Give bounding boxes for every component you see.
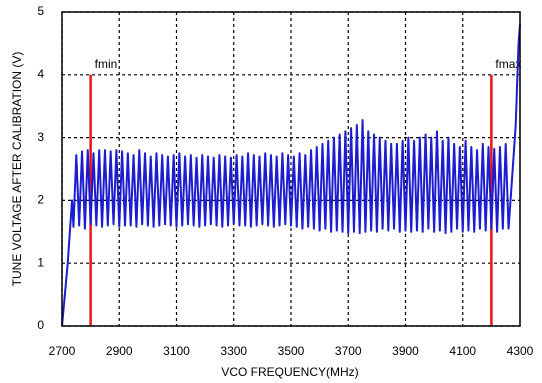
plot-frame (61, 11, 521, 327)
data-line (61, 24, 521, 327)
y-tick-label: 1 (37, 255, 44, 269)
x-tick-label: 3900 (392, 344, 419, 358)
x-tick-label: 2900 (106, 344, 133, 358)
x-tick-label: 3500 (278, 344, 305, 358)
x-tick-label: 3300 (220, 344, 247, 358)
x-tick-label: 4300 (507, 344, 534, 358)
marker-label: fmax (495, 57, 521, 71)
x-tick-label: 4100 (449, 344, 476, 358)
x-tick-label: 3100 (163, 344, 190, 358)
y-tick-label: 5 (37, 4, 44, 18)
y-tick-label: 4 (37, 67, 44, 81)
y-axis-title: TUNE VOLTAGE AFTER CALIBRATION (V) (10, 52, 24, 287)
y-tick-label: 0 (37, 318, 44, 332)
y-tick-label: 2 (37, 193, 44, 207)
x-axis-title: VCO FREQUENCY(MHz) (221, 365, 358, 379)
y-tick-label: 3 (37, 130, 44, 144)
marker-label: fmin (95, 57, 118, 71)
x-tick-label: 3700 (335, 344, 362, 358)
x-tick-label: 2700 (49, 344, 76, 358)
